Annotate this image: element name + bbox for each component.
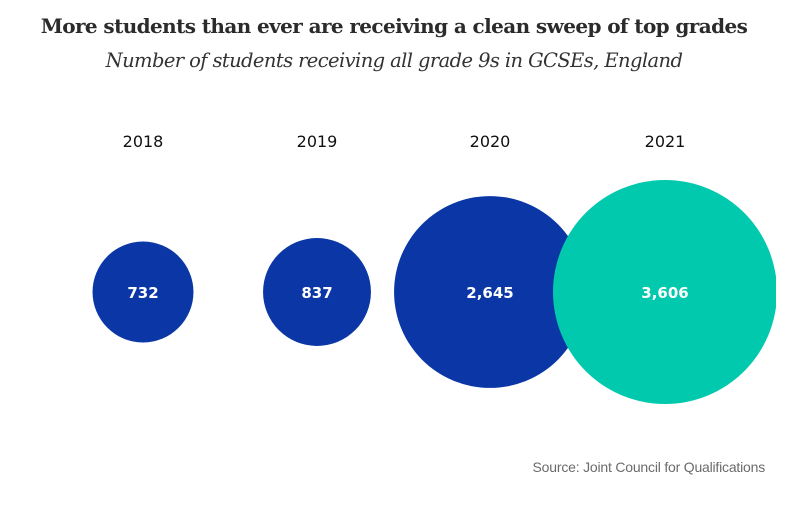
value-label-2019: 837 bbox=[301, 284, 332, 302]
year-label-2021: 2021 bbox=[645, 132, 686, 151]
chart-title: More students than ever are receiving a … bbox=[40, 14, 748, 38]
bubble-2019 bbox=[263, 238, 371, 346]
bubble-2021 bbox=[553, 180, 776, 404]
value-label-2018: 732 bbox=[127, 284, 158, 302]
chart-subtitle: Number of students receiving all grade 9… bbox=[105, 49, 683, 72]
year-label-2018: 2018 bbox=[123, 132, 164, 151]
year-label-2019: 2019 bbox=[297, 132, 338, 151]
year-label-2020: 2020 bbox=[470, 132, 511, 151]
bubble-2018 bbox=[92, 241, 194, 343]
bubble-2020 bbox=[394, 196, 586, 388]
source-note: Source: Joint Council for Qualifications bbox=[532, 459, 766, 475]
value-label-2020: 2,645 bbox=[466, 284, 513, 302]
value-label-2021: 3,606 bbox=[641, 284, 688, 302]
